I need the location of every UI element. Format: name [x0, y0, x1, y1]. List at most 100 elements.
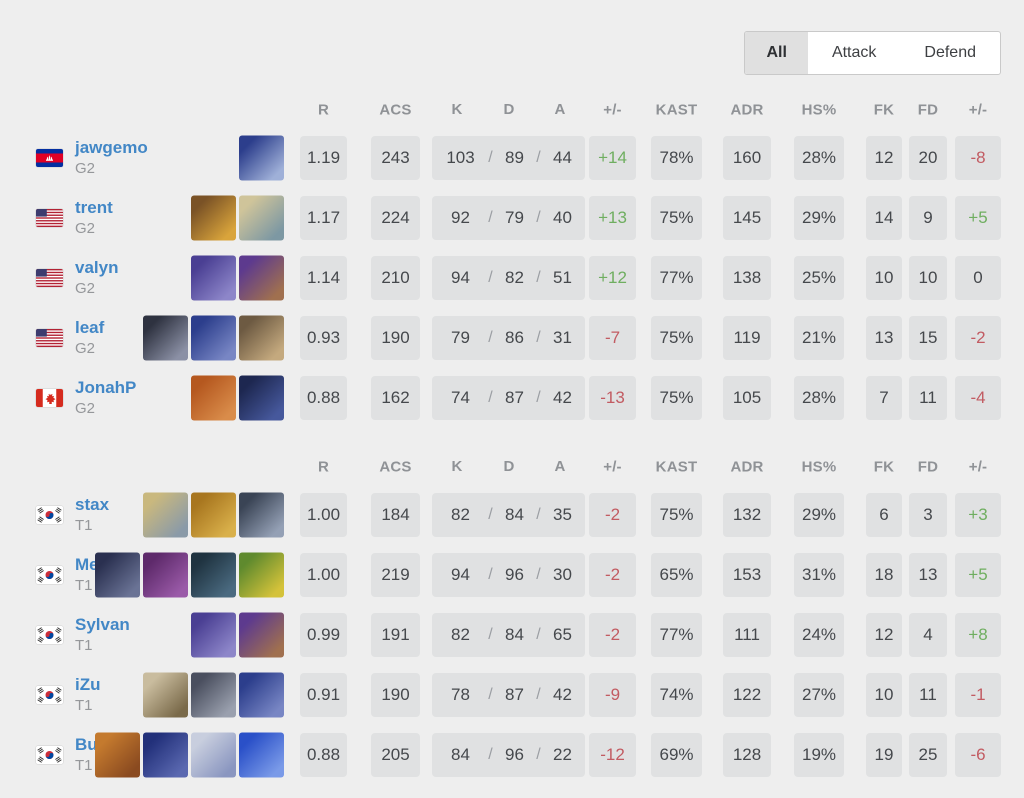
agent-icon: [239, 255, 284, 301]
header-hs: HS%: [801, 458, 837, 476]
player-name-link[interactable]: jawgemo: [75, 138, 148, 157]
agent-icon: [239, 375, 284, 421]
agent-icons: [191, 195, 284, 241]
stat-adr-cell: 105: [723, 376, 771, 420]
player-row: BuZz T1 0.88 205 84 / 96 / 22 -12 69% 12…: [0, 725, 1024, 785]
kda-separator: /: [488, 149, 493, 166]
stat-acs-cell: 190: [371, 673, 420, 717]
agent-icons: [143, 672, 284, 718]
stat-rating-cell: 1.00: [300, 553, 347, 597]
agent-icon: [239, 135, 284, 181]
view-filter-tabs: All Attack Defend: [744, 31, 1001, 75]
stat-deaths: 96: [505, 745, 524, 764]
stat-adr-cell: 122: [723, 673, 771, 717]
flag-kr-icon: [36, 566, 63, 584]
stat-kills: 94: [451, 268, 470, 287]
player-name-link[interactable]: Sylvan: [75, 615, 130, 634]
team-label: G2: [75, 340, 96, 357]
flag-kh-icon: [36, 149, 63, 167]
stat-kills: 74: [451, 388, 470, 407]
team-table-t1: R ACS K D A +/- KAST ADR HS% FK FD +/- s…: [0, 449, 1024, 785]
stat-kills: 94: [451, 565, 470, 584]
stat-acs-cell: 184: [371, 493, 420, 537]
tab-defend[interactable]: Defend: [900, 32, 1000, 74]
stat-acs-cell: 191: [371, 613, 420, 657]
agent-icon: [191, 255, 236, 301]
tab-attack[interactable]: Attack: [808, 32, 900, 74]
kda-separator: /: [536, 329, 541, 346]
stat-kills: 92: [451, 208, 470, 227]
agent-icon: [191, 612, 236, 658]
team-label: T1: [75, 577, 93, 594]
team-label: G2: [75, 280, 96, 297]
header-hs: HS%: [801, 101, 837, 119]
stat-deaths: 89: [505, 148, 524, 167]
player-name-link[interactable]: valyn: [75, 258, 119, 277]
stat-hs-cell: 19%: [794, 733, 844, 777]
agent-icon: [143, 315, 188, 361]
header-assists: A: [554, 458, 566, 475]
stat-kills: 82: [451, 625, 470, 644]
stat-acs-cell: 162: [371, 376, 420, 420]
agent-icon: [239, 732, 284, 778]
stat-acs-cell: 190: [371, 316, 420, 360]
stat-hs-cell: 21%: [794, 316, 844, 360]
stat-fk-cell: 19: [866, 733, 902, 777]
player-name-link[interactable]: iZu: [75, 675, 101, 694]
stat-plusminus-cell: +12: [589, 256, 636, 300]
stat-fd-cell: 13: [909, 553, 947, 597]
player-info: leaf G2: [75, 318, 104, 358]
agent-icon: [143, 672, 188, 718]
stat-adr-cell: 111: [723, 613, 771, 657]
stat-fd-cell: 9: [909, 196, 947, 240]
player-row: JonahP G2 0.88 162 74 / 87 / 42 -13 75% …: [0, 368, 1024, 428]
stat-hs-cell: 29%: [794, 493, 844, 537]
stat-plusminus-cell: -2: [589, 613, 636, 657]
kda-separator: /: [488, 209, 493, 226]
stat-acs-cell: 205: [371, 733, 420, 777]
stat-fk-fd-plusminus-cell: +5: [955, 196, 1001, 240]
stat-fk-fd-plusminus-cell: +8: [955, 613, 1001, 657]
kda-separator: /: [488, 566, 493, 583]
stat-rating-cell: 0.99: [300, 613, 347, 657]
agent-icon: [143, 492, 188, 538]
stat-kast-cell: 78%: [651, 136, 702, 180]
header-adr: ADR: [730, 101, 764, 119]
player-name-link[interactable]: trent: [75, 198, 113, 217]
flag-us-icon: [36, 269, 63, 287]
stats-header-row: R ACS K D A +/- KAST ADR HS% FK FD +/-: [0, 92, 1024, 128]
stat-kda-cell: 74 / 87 / 42: [432, 376, 585, 420]
agent-icons: [143, 492, 284, 538]
agent-icon: [239, 552, 284, 598]
player-name-link[interactable]: leaf: [75, 318, 105, 337]
player-row: iZu T1 0.91 190 78 / 87 / 42 -9 74% 122 …: [0, 665, 1024, 725]
player-info: Sylvan T1: [75, 615, 130, 655]
player-info: trent G2: [75, 198, 113, 238]
agent-icon: [239, 315, 284, 361]
stat-fk-fd-plusminus-cell: +5: [955, 553, 1001, 597]
header-plusminus: +/-: [603, 101, 622, 119]
agent-icons: [143, 315, 284, 361]
stat-kast-cell: 75%: [651, 493, 702, 537]
agent-icon: [191, 672, 236, 718]
stat-deaths: 82: [505, 268, 524, 287]
player-name-link[interactable]: JonahP: [75, 378, 137, 397]
stat-acs-cell: 219: [371, 553, 420, 597]
header-kda: K D A: [432, 101, 585, 119]
stat-assists: 30: [553, 565, 572, 584]
stat-kda-cell: 78 / 87 / 42: [432, 673, 585, 717]
kda-separator: /: [536, 626, 541, 643]
stat-fk-cell: 13: [866, 316, 902, 360]
stat-assists: 22: [553, 745, 572, 764]
player-row: leaf G2 0.93 190 79 / 86 / 31 -7 75% 119…: [0, 308, 1024, 368]
stat-fk-cell: 6: [866, 493, 902, 537]
stat-fk-cell: 14: [866, 196, 902, 240]
player-name-link[interactable]: stax: [75, 495, 110, 514]
player-info: stax T1: [75, 495, 109, 535]
header-fd: FD: [917, 101, 939, 119]
kda-separator: /: [536, 269, 541, 286]
stat-acs-cell: 224: [371, 196, 420, 240]
stat-adr-cell: 138: [723, 256, 771, 300]
tab-all[interactable]: All: [745, 32, 808, 74]
stat-fd-cell: 15: [909, 316, 947, 360]
